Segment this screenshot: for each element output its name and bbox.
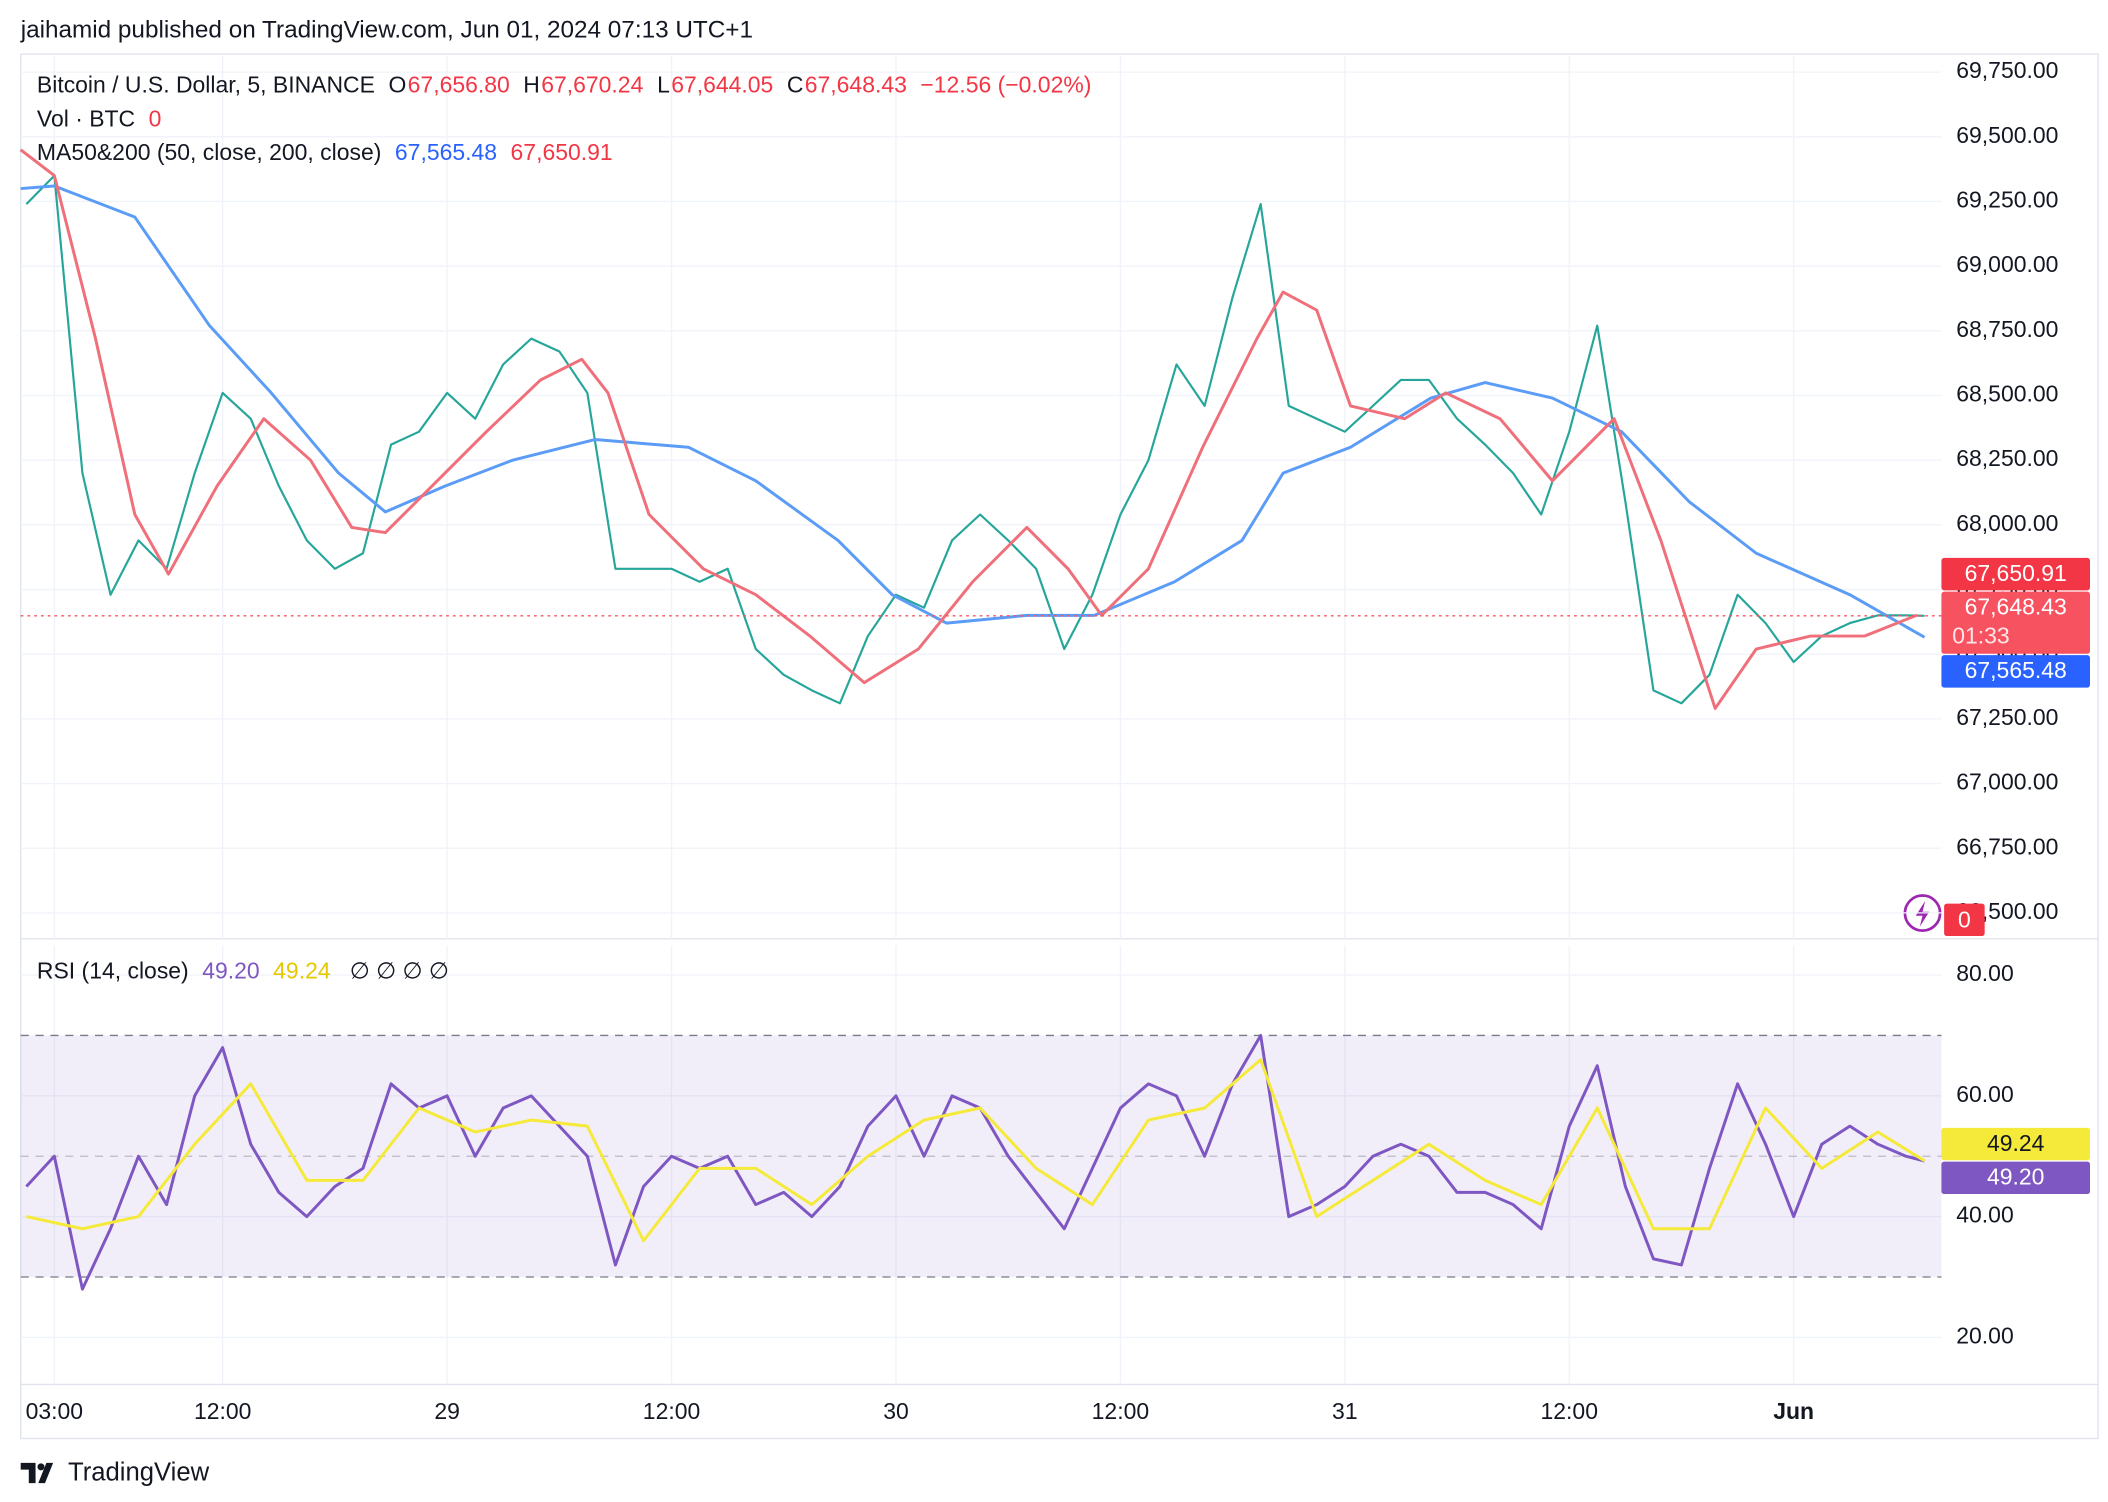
legend-text: L	[657, 72, 670, 98]
frame	[20, 53, 2099, 1440]
legend-text: 67,670.24	[541, 72, 643, 98]
y-tick-label: 69,750.00	[1956, 57, 2058, 83]
legend-text: RSI (14, close)	[37, 958, 189, 984]
price-badge	[1941, 591, 2091, 654]
y-tick-label: 69,500.00	[1956, 122, 2058, 148]
legend-text: 67,644.05	[671, 72, 773, 98]
legend-text: −12.56 (−0.02%)	[920, 72, 1091, 98]
series-line	[26, 1058, 1926, 1243]
logo-dot	[37, 1463, 45, 1471]
x-tick-label: 12:00	[194, 1398, 251, 1424]
price-badge	[1941, 1161, 2091, 1195]
badge-label: 49.20	[1987, 1164, 2044, 1190]
footer-logo	[20, 1462, 54, 1484]
x-tick-label: 30	[883, 1398, 909, 1424]
x-tick-label: 31	[1332, 1398, 1358, 1424]
legend-text: Bitcoin / U.S. Dollar, 5, BINANCE	[37, 72, 375, 98]
legend-text: Vol · BTC	[37, 105, 135, 131]
y-tick-label: 68,500.00	[1956, 381, 2058, 407]
y-tick-label: 80.00	[1956, 960, 2013, 986]
volume-badge	[1944, 903, 1985, 937]
badge-label: 49.24	[1987, 1130, 2045, 1156]
badge-label: 67,650.91	[1965, 560, 2067, 586]
badge-sublabel: 01:33	[1952, 623, 2009, 649]
pane: 20.00 40.00 60.00 80.00 49.24 49.20	[20, 945, 2091, 1385]
x-tick-label: 12:00	[643, 1398, 700, 1424]
y-tick-label: 69,250.00	[1956, 187, 2058, 213]
x-tick-label: 03:00	[26, 1398, 83, 1424]
legend-text: ∅ ∅ ∅ ∅	[350, 958, 449, 984]
legend-text: 67,648.43	[805, 72, 907, 98]
badge-label: 67,565.48	[1965, 657, 2067, 683]
y-tick-label: 69,000.00	[1956, 251, 2058, 277]
series-line	[25, 174, 1925, 705]
price-badge	[1941, 655, 2091, 688]
legend-text: 49.24	[273, 958, 331, 984]
legend-text: C	[787, 72, 804, 98]
y-tick-label: 67,000.00	[1956, 769, 2058, 795]
y-tick-label: 66,750.00	[1956, 833, 2058, 859]
x-tick-label: Jun	[1773, 1398, 1814, 1424]
y-tick-label: 40.00	[1956, 1202, 2013, 1228]
footer: TradingView	[68, 1458, 210, 1486]
icon-bolt[interactable]	[1915, 900, 1930, 927]
header: jaihamid published on TradingView.com, J…	[20, 16, 753, 43]
pane: 66,500.0066,750.0067,000.0067,250.0067,5…	[19, 54, 2091, 939]
legend-text: 67,650.91	[511, 139, 613, 165]
volume-badge-label: 0	[1958, 906, 1971, 932]
x-tick-label: 12:00	[1541, 1398, 1598, 1424]
price-badge	[1941, 1127, 2091, 1161]
series-line	[19, 148, 1918, 710]
legend-text: 49.20	[202, 958, 259, 984]
price-badge	[1941, 557, 2091, 591]
x-tick-label: 12:00	[1092, 1398, 1149, 1424]
series-line	[20, 184, 1926, 639]
legend-text: 0	[149, 105, 162, 131]
legend-text: MA50&200 (50, close, 200, close)	[37, 139, 382, 165]
y-tick-label: 60.00	[1956, 1081, 2013, 1107]
legend-text: O	[388, 72, 406, 98]
legend-text: H	[523, 72, 540, 98]
y-tick-label: 68,750.00	[1956, 316, 2058, 342]
y-tick-label: 68,000.00	[1956, 510, 2058, 536]
legend-text: 67,565.48	[395, 139, 497, 165]
legend-text: 67,656.80	[408, 72, 510, 98]
x-tick-label: 29	[434, 1398, 460, 1424]
y-tick-label: 20.00	[1956, 1322, 2013, 1348]
logo-mark	[20, 1462, 54, 1484]
badge-label: 67,648.43	[1965, 594, 2067, 620]
y-tick-label: 67,250.00	[1956, 704, 2058, 730]
y-tick-label: 68,250.00	[1956, 445, 2058, 471]
